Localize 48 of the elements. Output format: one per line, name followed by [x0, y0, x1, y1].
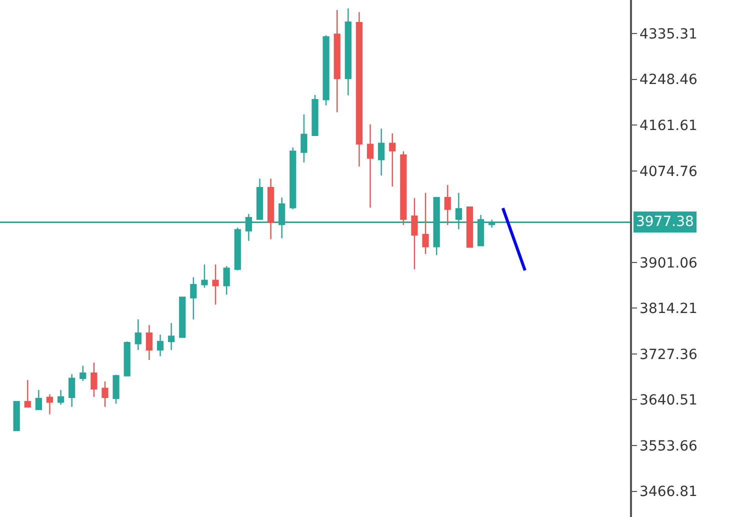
candlestick [112, 374, 120, 404]
y-tick-label: 3727.36 [640, 346, 698, 363]
candlestick [179, 296, 186, 338]
candlestick [389, 132, 396, 188]
candlestick [80, 365, 86, 382]
y-tick-label: 3553.66 [640, 438, 698, 454]
y-tick-label: 4161.61 [640, 118, 698, 134]
candlestick [300, 114, 308, 163]
y-tick-label: 3814.21 [640, 301, 698, 318]
candlestick [212, 264, 219, 306]
candlestick [146, 324, 153, 361]
candlestick [57, 389, 64, 406]
candlestick [102, 380, 108, 408]
candlestick [378, 128, 385, 176]
y-tick-label: 4248.46 [640, 72, 698, 88]
candlestick [422, 192, 429, 255]
candlestick [24, 379, 31, 408]
y-tick-label: 3466.81 [640, 484, 698, 500]
candlestick [290, 146, 296, 210]
y-tick-label: 4074.76 [640, 164, 698, 180]
candlestick [124, 340, 130, 376]
candlestick [168, 322, 175, 351]
candlestick [134, 318, 142, 351]
y-tick-label: 3640.51 [640, 392, 698, 409]
candlestick [46, 394, 54, 415]
candlestick [201, 264, 208, 288]
candlestick [267, 178, 274, 240]
candlestick [356, 12, 363, 168]
candlestick [400, 150, 407, 226]
candlestick [444, 184, 451, 226]
candlestick [466, 206, 474, 248]
y-tick-label: 3901.06 [640, 255, 698, 272]
candlestick [13, 400, 20, 432]
candlestick [35, 389, 42, 410]
candlestick [190, 276, 197, 320]
candlestick [312, 94, 318, 136]
ref-line-label: 3977.38 [636, 214, 694, 230]
candlestick [156, 334, 164, 357]
candlestick [334, 9, 340, 113]
candlestick [68, 374, 76, 408]
candlestick [234, 227, 241, 271]
y-tick-label: 4335.31 [640, 26, 698, 42]
candlestick [90, 362, 98, 398]
candlestick [366, 124, 374, 208]
candlestick [223, 266, 230, 296]
candlestick [344, 8, 352, 96]
candlestick [411, 198, 418, 270]
candlestick [322, 34, 330, 106]
